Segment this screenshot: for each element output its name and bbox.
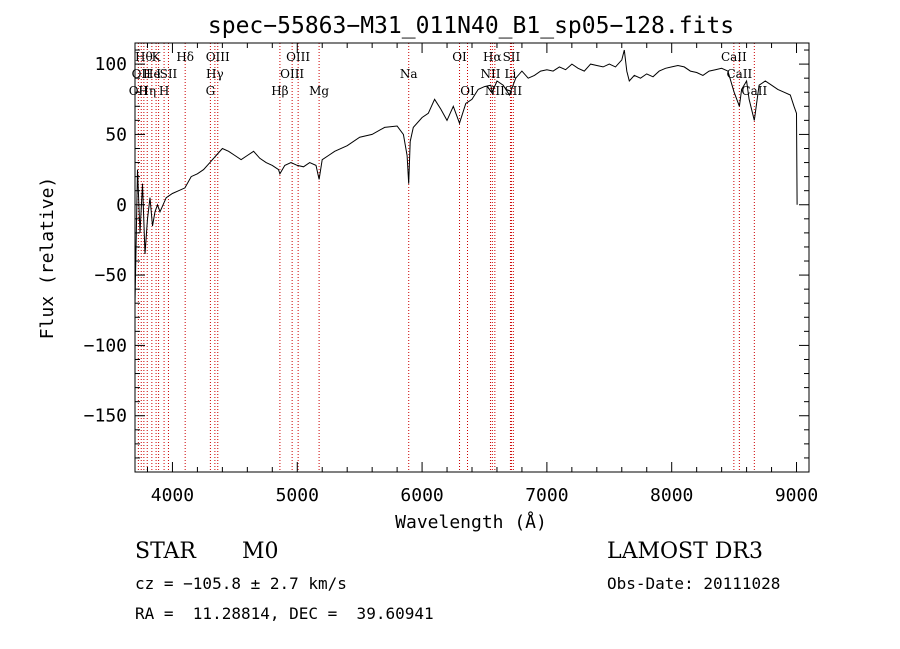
line-label-13: Hβ [271, 84, 288, 98]
line-label-20: NII [480, 67, 500, 81]
line-label-7: H [159, 84, 169, 98]
y-tick-label-3: −50 [94, 265, 127, 286]
y-tick-label-0: 100 [94, 54, 127, 75]
line-label-22: NII [485, 84, 505, 98]
y-tick-label-1: 50 [105, 124, 127, 145]
line-label-14: OIII [280, 67, 304, 81]
y-axis-ticks: 100 50 0 −50 −100 −150 [84, 49, 809, 459]
line-label-15: OIII [286, 50, 310, 64]
coordinates: RA = 11.28814, DEC = 39.60941 [135, 604, 434, 623]
line-label-26: CaII [721, 50, 747, 64]
line-label-11: Hγ [206, 67, 224, 81]
line-label-24: SII [503, 50, 521, 64]
spectrum-chart: spec−55863−M31_011N40_B1_sp05−128.fits O… [37, 13, 818, 533]
spectral-line-labels: OII OII Hθ Hη He KIH SII Hδ G Hγ OIII Hβ OIII OIII Mg N… [129, 50, 768, 98]
object-class: STAR [135, 539, 196, 564]
x-tick-label-1: 5000 [276, 485, 319, 506]
line-label-10: G [206, 84, 216, 98]
line-label-17: Na [400, 67, 418, 81]
x-tick-label-3: 7000 [525, 485, 568, 506]
y-tick-label-5: −150 [84, 406, 127, 427]
x-tick-label-0: 4000 [151, 485, 194, 506]
line-label-27: CaII [726, 67, 752, 81]
line-label-0: OII [129, 84, 149, 98]
x-tick-label-4: 8000 [650, 485, 693, 506]
line-label-16: Mg [309, 84, 329, 98]
x-axis-ticks: 4000 5000 6000 7000 8000 9000 [146, 43, 818, 506]
line-label-3: Hη [138, 84, 156, 98]
redshift-velocity: cz = −105.8 ± 2.7 km/s [135, 574, 347, 593]
y-axis-label: Flux (relative) [37, 177, 58, 340]
line-label-6: I [156, 67, 161, 81]
x-tick-label-2: 6000 [400, 485, 443, 506]
x-axis-label: Wavelength (Å) [395, 511, 547, 533]
x-tick-label-5: 9000 [775, 485, 818, 506]
line-label-18: OI [452, 50, 467, 64]
line-label-2: Hθ [135, 50, 153, 64]
line-label-8: SII [160, 67, 178, 81]
line-label-4: He [143, 67, 161, 81]
line-label-21: Hα [483, 50, 502, 64]
line-label-9: Hδ [176, 50, 194, 64]
y-tick-label-4: −100 [84, 335, 127, 356]
line-label-5: K [152, 50, 162, 64]
line-label-23: Li [505, 67, 517, 81]
line-label-28: CaII [741, 84, 767, 98]
line-label-1: OII [132, 67, 152, 81]
spectrum-line [134, 49, 798, 304]
chart-title: spec−55863−M31_011N40_B1_sp05−128.fits [208, 13, 734, 39]
observation-date: Obs-Date: 20111028 [607, 574, 781, 593]
survey-name: LAMOST DR3 [607, 539, 763, 564]
plot-frame [134, 42, 810, 473]
line-label-12: OIII [206, 50, 230, 64]
y-tick-label-2: 0 [116, 195, 127, 216]
spectral-line-markers [137, 43, 755, 472]
object-subclass: M0 [242, 539, 279, 564]
line-label-19: OI [460, 84, 475, 98]
